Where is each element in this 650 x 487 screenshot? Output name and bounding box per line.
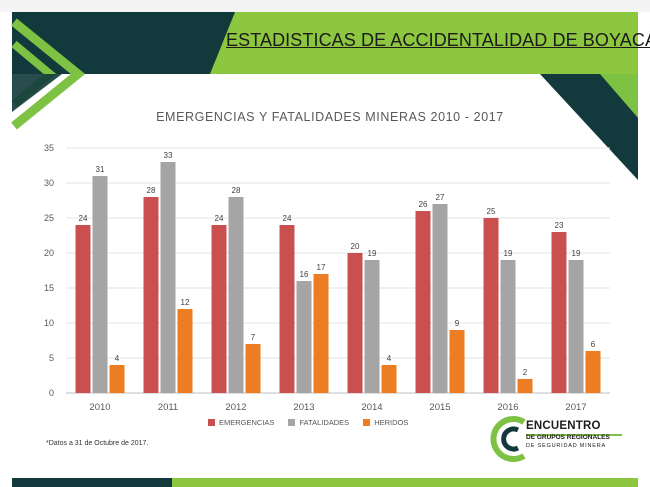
legend-swatch-heridos [363,419,371,426]
right-corner-green [600,74,638,118]
bar-fatalidades-2015 [432,204,448,393]
x-tick-label: 2011 [158,402,178,413]
legend-item-emergencias: EMERGENCIAS [208,418,274,427]
y-tick-label: 30 [44,178,54,188]
banner-dark-panel [12,12,235,74]
bottom-strip-dark [12,478,172,487]
x-tick-label: 2016 [497,402,518,413]
data-label: 33 [164,151,173,160]
data-label: 20 [351,242,360,251]
data-label: 25 [487,207,496,216]
legend-swatch-emergencias [208,419,215,426]
data-label: 19 [572,249,581,258]
bar-heridos-2014 [381,365,397,393]
legend-item-heridos: HERIDOS [363,418,408,427]
bar-heridos-2016 [517,379,533,393]
chevron-outer-icon [11,18,86,130]
data-label: 12 [181,298,190,307]
data-label: 23 [555,221,564,230]
y-tick-label: 15 [44,283,54,293]
data-label: 24 [283,214,292,223]
chart-legend: EMERGENCIAS FATALIDADES HERIDOS [208,418,408,427]
page-title: ESTADISTICAS DE ACCIDENTALIDAD DE BOYACÁ [226,30,650,50]
legend-label-fatalidades: FATALIDADES [299,418,350,427]
footnote: *Datos a 31 de Octubre de 2017. [46,440,149,447]
bar-emergencias-2010 [75,225,91,393]
logo-text-tagline: DE SEGURIDAD MINERA [526,443,606,449]
bar-heridos-2013 [313,274,329,393]
bar-heridos-2015 [449,330,465,393]
x-tick-label: 2014 [361,402,382,413]
bar-fatalidades-2014 [364,260,380,393]
bottom-strip [12,478,638,487]
bar-fatalidades-2010 [92,176,108,393]
x-tick-label: 2015 [429,402,450,413]
bar-chart: 0510152025303524314201028331220112428720… [44,143,610,413]
x-tick-label: 2017 [565,402,586,413]
y-tick-label: 20 [44,248,54,258]
bar-emergencias-2015 [415,211,431,393]
encuentro-logo-icon [490,416,622,462]
legend-label-heridos: HERIDOS [374,418,409,427]
top-strip [0,0,650,12]
bar-heridos-2011 [177,309,193,393]
data-label: 31 [96,165,105,174]
data-label: 9 [455,319,460,328]
bar-heridos-2012 [245,344,261,393]
data-label: 4 [115,354,120,363]
bar-fatalidades-2011 [160,162,176,393]
y-tick-label: 10 [44,318,54,328]
data-label: 19 [368,249,377,258]
bar-emergencias-2016 [483,218,499,393]
x-tick-label: 2012 [225,402,246,413]
data-label: 28 [147,186,156,195]
chevron-shadow [12,74,62,112]
logo-arc-inner [501,426,520,452]
bar-emergencias-2012 [211,225,227,393]
data-label: 17 [317,263,326,272]
right-corner-dark [540,74,638,180]
y-tick-label: 5 [49,353,54,363]
logo-arc-outer [490,416,526,462]
data-label: 24 [215,214,224,223]
y-tick-label: 25 [44,213,54,223]
bar-emergencias-2014 [347,253,363,393]
bar-heridos-2017 [585,351,601,393]
data-label: 16 [300,270,309,279]
x-tick-label: 2010 [89,402,110,413]
legend-item-fatalidades: FATALIDADES [288,418,349,427]
bar-fatalidades-2012 [228,197,244,393]
data-label: 2 [523,368,528,377]
y-tick-label: 0 [49,388,54,398]
data-label: 26 [419,200,428,209]
data-label: 4 [387,354,392,363]
bar-emergencias-2013 [279,225,295,393]
bar-fatalidades-2017 [568,260,584,393]
logo-rule [526,434,622,436]
bar-heridos-2010 [109,365,125,393]
logo-text-subtitle: DE GRUPOS REGIONALES [526,434,610,441]
bar-fatalidades-2016 [500,260,516,393]
data-label: 19 [504,249,513,258]
chart-title: EMERGENCIAS Y FATALIDADES MINERAS 2010 -… [156,110,504,124]
data-label: 6 [591,340,596,349]
x-tick-label: 2013 [293,402,314,413]
data-label: 28 [232,186,241,195]
logo-text-title: ENCUENTRO [526,420,601,432]
legend-label-emergencias: EMERGENCIAS [219,418,275,427]
bar-emergencias-2011 [143,197,159,393]
data-label: 24 [79,214,88,223]
bar-emergencias-2017 [551,232,567,393]
data-label: 27 [436,193,445,202]
bar-fatalidades-2013 [296,281,312,393]
legend-swatch-fatalidades [288,419,296,426]
y-tick-label: 35 [44,143,54,153]
data-label: 7 [251,333,256,342]
